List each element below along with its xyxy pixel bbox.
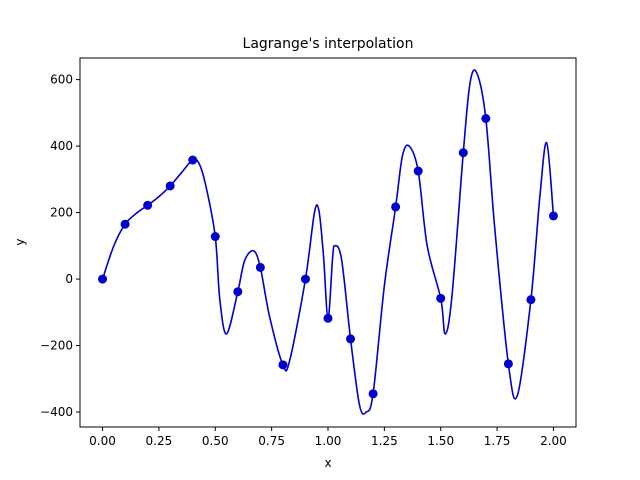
- data-point: [458, 148, 468, 158]
- data-points: [98, 114, 558, 399]
- data-point: [481, 114, 491, 124]
- y-axis-label: y: [13, 238, 27, 245]
- y-tick-label: 400: [50, 139, 73, 153]
- plot-frame: [79, 57, 577, 428]
- data-point: [436, 293, 446, 303]
- y-tick-label: 600: [50, 73, 73, 87]
- data-point: [143, 200, 153, 210]
- x-tick-label: 1.25: [371, 434, 398, 448]
- x-tick-label: 0.25: [146, 434, 173, 448]
- x-tick-label: 0.00: [89, 434, 116, 448]
- data-point: [278, 360, 288, 370]
- data-point: [413, 166, 423, 176]
- y-tick-label: 0: [65, 272, 73, 286]
- data-point: [391, 202, 401, 212]
- y-tick-label: −400: [40, 405, 73, 419]
- x-axis-label: x: [324, 456, 331, 470]
- data-point: [526, 295, 536, 305]
- x-tick-label: 1.75: [484, 434, 511, 448]
- data-point: [346, 334, 356, 344]
- y-tick-label: −200: [40, 339, 73, 353]
- data-point: [255, 262, 265, 272]
- data-point: [323, 313, 333, 323]
- data-point: [548, 211, 558, 221]
- data-point: [120, 219, 130, 229]
- x-tick-label: 0.75: [258, 434, 285, 448]
- data-point: [233, 287, 243, 297]
- data-point: [210, 232, 220, 242]
- data-point: [503, 359, 513, 369]
- x-tick-label: 1.50: [427, 434, 454, 448]
- interpolation-curve: [101, 69, 555, 415]
- x-tick-label: 1.00: [315, 434, 342, 448]
- x-axis: 0.00 0.25 0.50 0.75 1.00 1.25 1.50 1.75 2.00: [89, 427, 567, 448]
- y-axis: −400 −200 0 200 400 600: [40, 73, 80, 419]
- data-point: [300, 274, 310, 284]
- y-tick-label: 200: [50, 206, 73, 220]
- data-point: [98, 274, 108, 284]
- data-point: [188, 155, 198, 165]
- x-tick-label: 0.50: [202, 434, 229, 448]
- data-point: [165, 181, 175, 191]
- data-point: [368, 389, 378, 399]
- x-tick-label: 2.00: [540, 434, 567, 448]
- chart-title: Lagrange's interpolation: [243, 36, 414, 52]
